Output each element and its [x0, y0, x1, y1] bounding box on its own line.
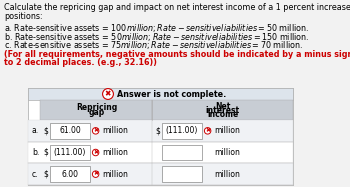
Text: ✖: ✖ [93, 128, 98, 133]
Bar [50, 123, 90, 139]
Text: (For all requirements, negative amounts should be indicated by a minus sign. Ent: (For all requirements, negative amounts … [4, 50, 350, 59]
Text: a.: a. [32, 126, 39, 135]
Bar [28, 88, 293, 185]
Bar [50, 166, 90, 182]
Text: million: million [102, 126, 128, 135]
Bar [28, 88, 293, 100]
Text: Repricing: Repricing [76, 103, 118, 112]
Text: positions:: positions: [4, 11, 43, 21]
Bar [40, 100, 152, 120]
Text: gap: gap [89, 108, 105, 117]
Bar [162, 145, 202, 160]
Text: a. Rate-sensitive assets = $100 million; Rate-sensitive liabilities = $50 millio: a. Rate-sensitive assets = $100 million;… [4, 22, 309, 34]
Bar [28, 100, 293, 185]
Text: Net: Net [215, 102, 230, 111]
Bar [162, 123, 202, 139]
Text: $: $ [155, 126, 160, 135]
Text: million: million [214, 170, 240, 179]
Bar [28, 142, 293, 163]
Text: ✖: ✖ [93, 150, 98, 155]
Text: ✖: ✖ [205, 128, 210, 133]
Text: $: $ [43, 148, 48, 157]
Bar [28, 163, 293, 185]
Text: $: $ [43, 126, 48, 135]
Bar [152, 100, 293, 120]
Text: c.: c. [32, 170, 38, 179]
Text: million: million [102, 148, 128, 157]
Bar [28, 120, 293, 142]
Text: b.: b. [32, 148, 39, 157]
Text: to 2 decimal places. (e.g., 32.16)): to 2 decimal places. (e.g., 32.16)) [4, 58, 157, 67]
Bar [50, 145, 90, 160]
Text: 6.00: 6.00 [62, 170, 78, 179]
Bar [162, 166, 202, 182]
Text: million: million [102, 170, 128, 179]
Text: 61.00: 61.00 [59, 126, 81, 135]
Text: (111.00): (111.00) [166, 126, 198, 135]
Text: million: million [214, 148, 240, 157]
Text: $: $ [43, 170, 48, 179]
Text: ✖: ✖ [105, 90, 111, 99]
Text: Answer is not complete.: Answer is not complete. [117, 90, 226, 99]
Text: interest: interest [205, 105, 239, 114]
Text: b. Rate-sensitive assets = $50 million; Rate-sensitive liabilities = $150 millio: b. Rate-sensitive assets = $50 million; … [4, 30, 309, 42]
Text: income: income [207, 110, 238, 119]
Text: (111.00): (111.00) [54, 148, 86, 157]
Text: Calculate the repricing gap and impact on net interest income of a 1 percent inc: Calculate the repricing gap and impact o… [4, 3, 350, 12]
Text: c. Rate-sensitive assets = $75 million; Rate-sensitive liabilities = $70 million: c. Rate-sensitive assets = $75 million; … [4, 39, 303, 51]
Text: ✖: ✖ [93, 172, 98, 177]
Text: million: million [214, 126, 240, 135]
